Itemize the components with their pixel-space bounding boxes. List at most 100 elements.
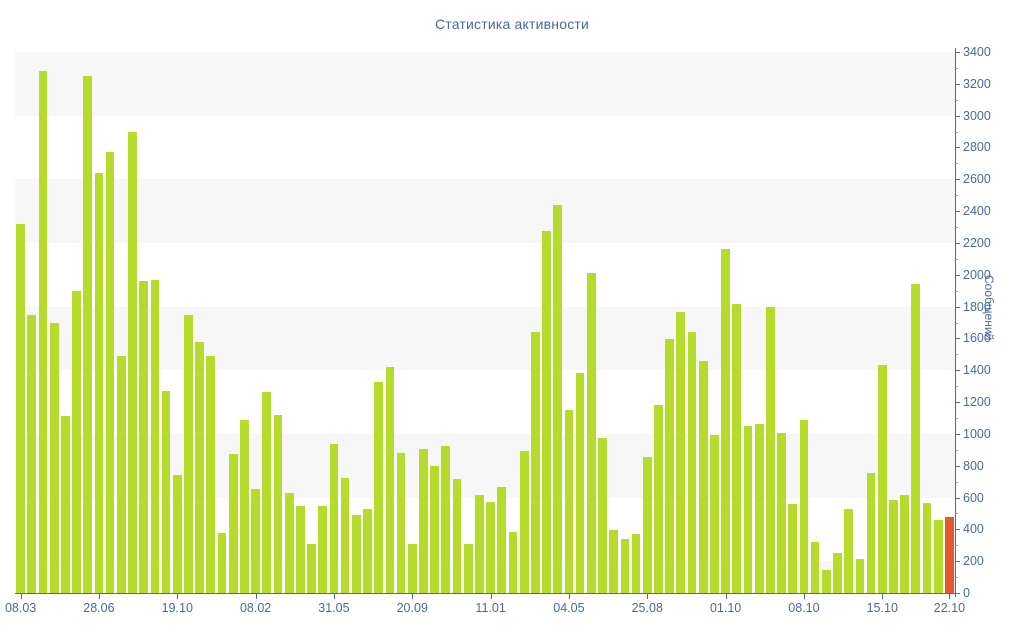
bar[interactable] bbox=[228, 453, 238, 593]
bar[interactable] bbox=[150, 279, 160, 593]
x-tick-label: 19.10 bbox=[161, 601, 193, 615]
bar[interactable] bbox=[754, 423, 764, 593]
bar[interactable] bbox=[184, 314, 193, 593]
bar[interactable] bbox=[821, 569, 831, 593]
bar[interactable] bbox=[575, 372, 585, 593]
bar[interactable] bbox=[94, 172, 104, 593]
bar[interactable] bbox=[676, 312, 686, 593]
x-tick-label: 08.03 bbox=[4, 601, 37, 615]
y-tick-minor bbox=[955, 513, 958, 515]
bar[interactable] bbox=[16, 223, 25, 593]
bar[interactable] bbox=[609, 530, 619, 593]
bar[interactable] bbox=[72, 290, 81, 593]
y-tick-major bbox=[955, 306, 960, 308]
bar[interactable] bbox=[452, 479, 462, 593]
bar[interactable] bbox=[743, 425, 753, 593]
bar[interactable] bbox=[844, 509, 854, 593]
bar[interactable] bbox=[396, 452, 406, 593]
bar[interactable] bbox=[519, 451, 529, 593]
bar[interactable] bbox=[363, 508, 372, 593]
bar[interactable] bbox=[463, 543, 473, 593]
bar[interactable] bbox=[217, 533, 227, 593]
bar[interactable] bbox=[318, 506, 328, 593]
bar[interactable] bbox=[586, 273, 596, 593]
bar[interactable] bbox=[385, 367, 395, 593]
bar[interactable] bbox=[945, 516, 954, 593]
bar[interactable] bbox=[139, 281, 149, 593]
y-tick-label: 1200 bbox=[963, 395, 991, 410]
bar[interactable] bbox=[295, 506, 305, 593]
bar[interactable] bbox=[687, 332, 697, 593]
bar[interactable] bbox=[262, 391, 272, 593]
bar[interactable] bbox=[419, 449, 428, 593]
bar[interactable] bbox=[430, 465, 439, 593]
y-tick-minor bbox=[955, 163, 958, 165]
bar[interactable] bbox=[542, 231, 551, 593]
bar[interactable] bbox=[307, 543, 316, 593]
bar[interactable] bbox=[866, 472, 876, 593]
bar[interactable] bbox=[833, 553, 842, 593]
bar[interactable] bbox=[620, 538, 630, 593]
y-tick-label: 400 bbox=[963, 522, 984, 537]
bar[interactable] bbox=[922, 503, 932, 593]
bar[interactable] bbox=[665, 339, 674, 593]
bar[interactable] bbox=[654, 405, 663, 593]
bar[interactable] bbox=[598, 437, 607, 593]
bar[interactable] bbox=[251, 488, 260, 593]
bar[interactable] bbox=[721, 248, 730, 593]
bar[interactable] bbox=[83, 75, 93, 593]
bar[interactable] bbox=[351, 515, 361, 593]
bar[interactable] bbox=[340, 478, 350, 593]
y-tick-minor bbox=[955, 131, 958, 133]
bar[interactable] bbox=[38, 71, 48, 593]
bar[interactable] bbox=[60, 416, 70, 593]
bar[interactable] bbox=[911, 283, 921, 593]
bar[interactable] bbox=[27, 314, 37, 593]
bar[interactable] bbox=[889, 499, 898, 593]
y-tick-label: 1600 bbox=[963, 331, 991, 346]
bar[interactable] bbox=[855, 558, 865, 593]
bar[interactable] bbox=[530, 332, 540, 593]
y-tick-minor bbox=[955, 417, 958, 419]
bar[interactable] bbox=[900, 495, 909, 593]
bar[interactable] bbox=[732, 304, 742, 593]
bar[interactable] bbox=[486, 502, 495, 593]
bar[interactable] bbox=[161, 390, 171, 593]
y-tick-label: 3400 bbox=[963, 45, 991, 59]
bar[interactable] bbox=[284, 492, 294, 593]
bar[interactable] bbox=[206, 355, 216, 593]
bar[interactable] bbox=[877, 365, 887, 593]
bar[interactable] bbox=[564, 410, 574, 593]
bar[interactable] bbox=[49, 322, 59, 593]
bar[interactable] bbox=[407, 543, 417, 593]
bar[interactable] bbox=[553, 204, 563, 593]
bar[interactable] bbox=[933, 519, 943, 593]
bar[interactable] bbox=[642, 456, 652, 593]
bar[interactable] bbox=[799, 419, 809, 593]
bar[interactable] bbox=[116, 355, 126, 593]
bar[interactable] bbox=[441, 445, 451, 593]
bar[interactable] bbox=[374, 382, 384, 593]
bar[interactable] bbox=[777, 433, 786, 593]
bar[interactable] bbox=[698, 361, 708, 593]
x-tick bbox=[333, 594, 335, 599]
bar[interactable] bbox=[497, 487, 507, 593]
bar[interactable] bbox=[273, 414, 283, 593]
bar[interactable] bbox=[105, 152, 115, 593]
bar[interactable] bbox=[710, 434, 719, 593]
bar[interactable] bbox=[172, 475, 182, 593]
bar[interactable] bbox=[128, 131, 137, 593]
bar[interactable] bbox=[810, 542, 820, 593]
bar[interactable] bbox=[631, 534, 641, 593]
bar[interactable] bbox=[329, 444, 339, 593]
bar[interactable] bbox=[765, 307, 775, 593]
bar[interactable] bbox=[508, 531, 518, 593]
bar[interactable] bbox=[788, 503, 798, 593]
y-tick-minor bbox=[955, 577, 958, 579]
bar[interactable] bbox=[475, 495, 484, 593]
y-tick-major bbox=[955, 242, 960, 244]
bar[interactable] bbox=[195, 341, 204, 593]
plot-area bbox=[15, 52, 955, 593]
bar[interactable] bbox=[240, 420, 249, 593]
